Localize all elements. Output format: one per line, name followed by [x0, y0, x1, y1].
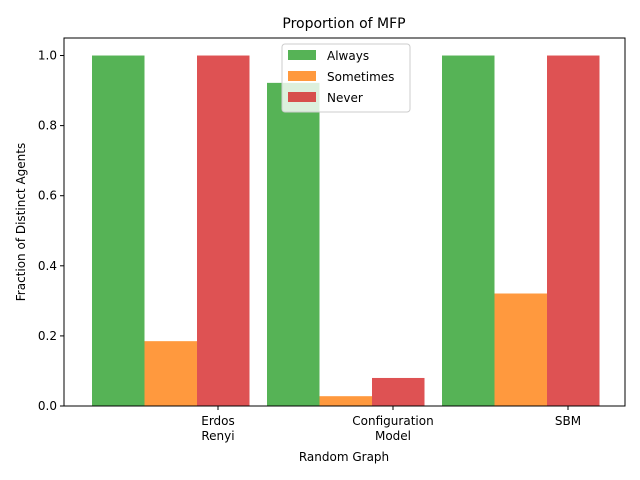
x-tick-label: Renyi: [201, 429, 234, 443]
x-tick-label: Model: [375, 429, 411, 443]
x-tick-label: SBM: [555, 414, 581, 428]
legend-label-always: Always: [327, 49, 369, 63]
legend-swatch-always: [288, 50, 316, 60]
y-axis: 0.0 0.2 0.4 0.6 0.8 1.0: [38, 49, 64, 413]
legend-label-never: Never: [327, 91, 363, 105]
legend-label-sometimes: Sometimes: [327, 70, 394, 84]
y-tick-label: 0.2: [38, 329, 57, 343]
chart-title: Proportion of MFP: [282, 16, 405, 32]
bar-sometimes-0: [144, 341, 197, 406]
y-tick-label: 0.4: [38, 259, 57, 273]
legend-swatch-sometimes: [288, 71, 316, 81]
bar-sometimes-2: [494, 293, 547, 406]
bar-never-1: [372, 377, 425, 406]
y-tick-label: 1.0: [38, 49, 57, 63]
y-tick-label: 0.0: [38, 399, 57, 413]
x-tick-label: Erdos: [201, 414, 235, 428]
y-tick-label: 0.6: [38, 189, 57, 203]
x-tick-label: Configuration: [352, 414, 433, 428]
bar-always-1: [267, 82, 320, 406]
bar-never-2: [547, 55, 600, 407]
bar-always-0: [92, 55, 145, 407]
legend: Always Sometimes Never: [281, 43, 411, 113]
legend-swatch-never: [288, 92, 316, 102]
bar-sometimes-1: [319, 396, 372, 406]
axes-frame: [63, 37, 626, 407]
plot-area: [92, 55, 600, 407]
bar-never-0: [197, 55, 250, 407]
bar-always-2: [442, 55, 495, 407]
y-tick-label: 0.8: [38, 119, 57, 133]
y-axis-label: Fraction of Distinct Agents: [14, 143, 28, 301]
x-axis-label: Random Graph: [299, 450, 389, 464]
